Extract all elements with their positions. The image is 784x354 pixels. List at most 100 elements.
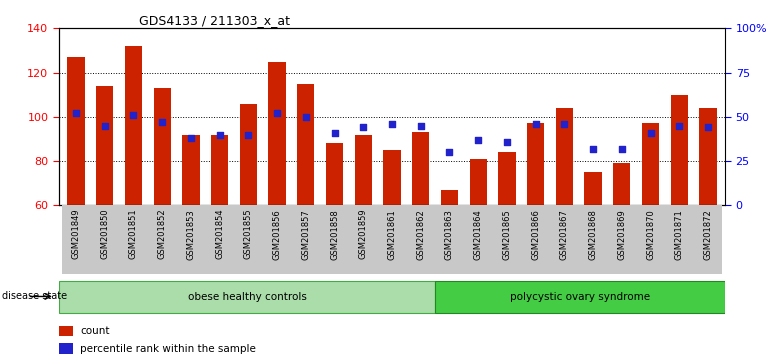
Bar [383, 150, 401, 205]
Bar [441, 190, 458, 205]
Bar [125, 46, 142, 205]
Text: GDS4133 / 211303_x_at: GDS4133 / 211303_x_at [139, 14, 290, 27]
Bar [176, 205, 205, 274]
Bar [378, 205, 406, 274]
Bar [435, 205, 464, 274]
Point [127, 112, 140, 118]
Bar [354, 135, 372, 205]
Point [501, 139, 514, 144]
Bar [412, 132, 430, 205]
Point [644, 130, 657, 136]
Point [213, 132, 226, 137]
Bar [326, 143, 343, 205]
Point [185, 135, 198, 141]
Text: disease state: disease state [2, 291, 67, 301]
Text: GSM201872: GSM201872 [703, 209, 713, 259]
Bar [320, 205, 349, 274]
Point [443, 149, 456, 155]
Bar [234, 205, 263, 274]
Point [386, 121, 398, 127]
Text: percentile rank within the sample: percentile rank within the sample [80, 344, 256, 354]
Text: GSM201853: GSM201853 [187, 209, 195, 259]
Bar [62, 205, 90, 274]
Text: count: count [80, 326, 110, 336]
Bar [59, 343, 72, 354]
Point [415, 123, 427, 129]
Point [673, 123, 685, 129]
Bar [211, 135, 228, 205]
Text: GSM201851: GSM201851 [129, 209, 138, 259]
Text: polycystic ovary syndrome: polycystic ovary syndrome [510, 292, 651, 302]
Bar [470, 159, 487, 205]
Point [328, 130, 341, 136]
Bar [119, 205, 148, 274]
Point [357, 125, 369, 130]
Point [99, 123, 111, 129]
Bar [349, 205, 378, 274]
Bar [694, 205, 722, 274]
Bar [154, 88, 171, 205]
Text: GSM201866: GSM201866 [531, 209, 540, 259]
Bar [205, 205, 234, 274]
Bar [59, 326, 72, 336]
Point [70, 110, 82, 116]
Bar [527, 124, 544, 205]
Bar [464, 205, 492, 274]
Bar [406, 205, 435, 274]
Point [529, 121, 542, 127]
Text: GSM201864: GSM201864 [474, 209, 483, 259]
Bar [183, 135, 200, 205]
Bar [642, 124, 659, 205]
Bar [670, 95, 688, 205]
Text: GSM201858: GSM201858 [330, 209, 339, 259]
Bar [90, 205, 119, 274]
Text: GSM201863: GSM201863 [445, 209, 454, 259]
Bar [96, 86, 114, 205]
Bar [584, 172, 601, 205]
Text: GSM201859: GSM201859 [359, 209, 368, 259]
Bar [292, 205, 320, 274]
Bar [579, 205, 608, 274]
Bar [608, 205, 636, 274]
Point [615, 146, 628, 152]
Bar [240, 103, 257, 205]
Bar [297, 84, 314, 205]
Bar [67, 57, 85, 205]
Point [472, 137, 485, 143]
Text: GSM201849: GSM201849 [71, 209, 81, 259]
Bar [268, 62, 285, 205]
Text: obese healthy controls: obese healthy controls [187, 292, 307, 302]
Text: GSM201868: GSM201868 [589, 209, 597, 259]
Text: GSM201869: GSM201869 [617, 209, 626, 259]
Text: GSM201855: GSM201855 [244, 209, 253, 259]
Text: GSM201867: GSM201867 [560, 209, 569, 259]
Text: GSM201862: GSM201862 [416, 209, 425, 259]
Text: GSM201861: GSM201861 [387, 209, 397, 259]
Text: GSM201857: GSM201857 [301, 209, 310, 259]
Point [156, 119, 169, 125]
Text: GSM201870: GSM201870 [646, 209, 655, 259]
Text: GSM201865: GSM201865 [503, 209, 511, 259]
Text: GSM201856: GSM201856 [273, 209, 281, 259]
Bar [636, 205, 665, 274]
Bar [435, 281, 725, 313]
Text: GSM201850: GSM201850 [100, 209, 109, 259]
Text: GSM201871: GSM201871 [675, 209, 684, 259]
Point [299, 114, 312, 120]
Bar [492, 205, 521, 274]
Text: GSM201852: GSM201852 [158, 209, 167, 259]
Bar [148, 205, 176, 274]
Bar [59, 281, 435, 313]
Bar [699, 108, 717, 205]
Text: GSM201854: GSM201854 [215, 209, 224, 259]
Point [242, 132, 255, 137]
Bar [556, 108, 573, 205]
Point [558, 121, 571, 127]
Bar [613, 163, 630, 205]
Point [270, 110, 283, 116]
Bar [521, 205, 550, 274]
Point [586, 146, 599, 152]
Bar [263, 205, 292, 274]
Bar [665, 205, 694, 274]
Bar [550, 205, 579, 274]
